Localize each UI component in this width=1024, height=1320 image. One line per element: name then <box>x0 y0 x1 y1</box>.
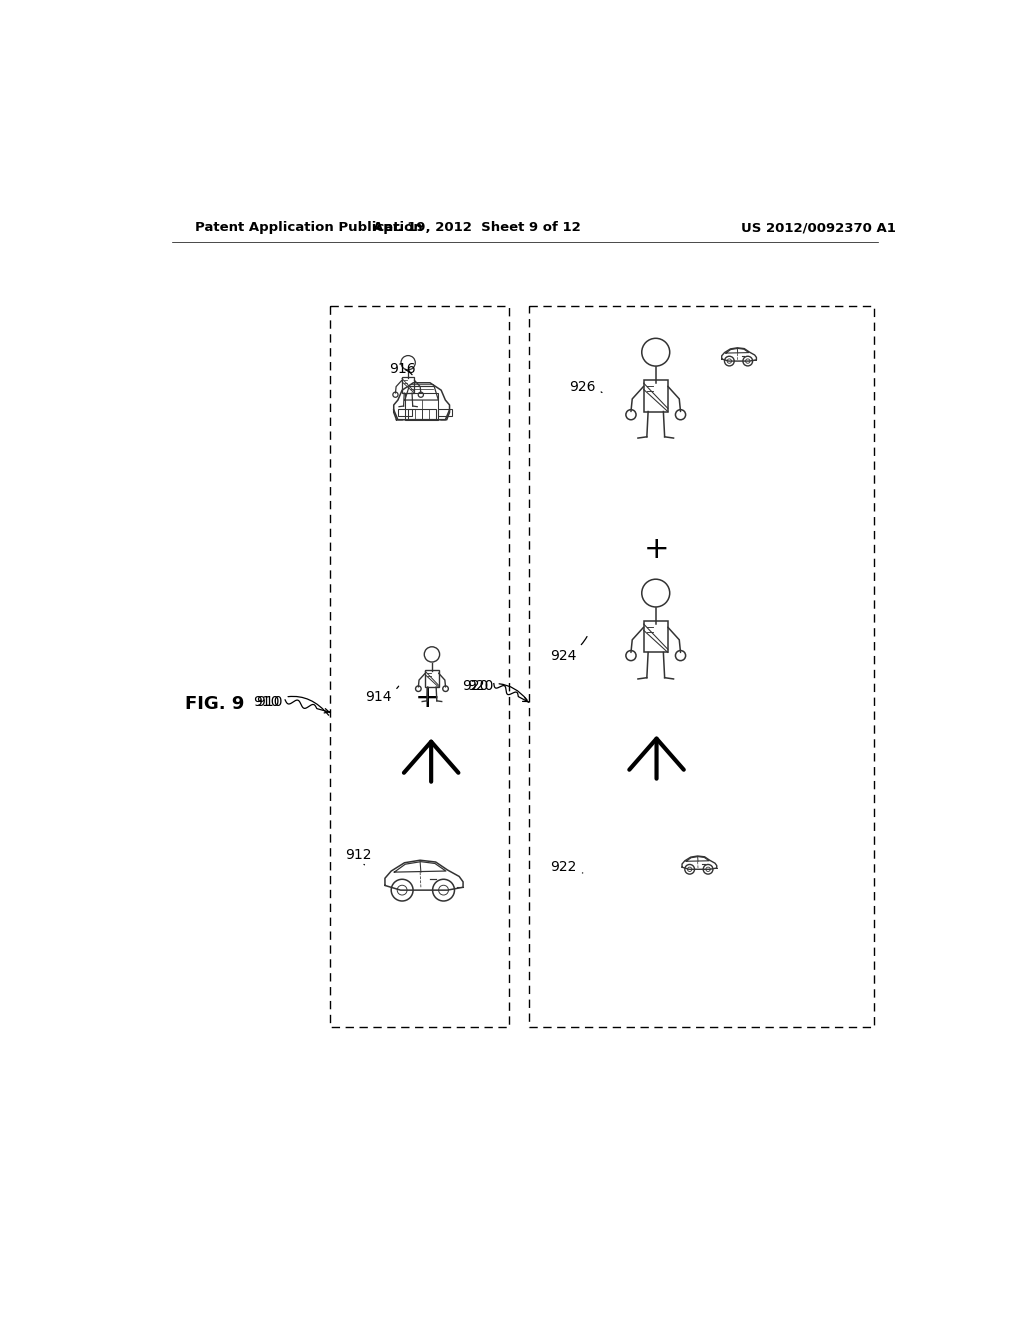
Text: 920: 920 <box>462 678 488 693</box>
Bar <box>644 620 668 652</box>
Text: 914: 914 <box>366 686 398 704</box>
Text: 920: 920 <box>467 678 527 700</box>
Text: 924: 924 <box>551 636 587 664</box>
Text: 910: 910 <box>253 696 280 709</box>
Text: +: + <box>644 535 670 564</box>
Bar <box>438 409 453 416</box>
Text: US 2012/0092370 A1: US 2012/0092370 A1 <box>741 220 896 234</box>
Bar <box>425 669 438 686</box>
Text: 916: 916 <box>389 362 416 376</box>
Bar <box>408 409 435 418</box>
Text: Patent Application Publication: Patent Application Publication <box>196 220 423 234</box>
Text: 910: 910 <box>256 696 329 715</box>
Bar <box>398 409 412 416</box>
Bar <box>331 306 509 1027</box>
Text: 912: 912 <box>345 847 372 865</box>
Text: +: + <box>415 684 440 713</box>
Bar <box>644 380 668 412</box>
Bar <box>402 378 415 393</box>
Text: 922: 922 <box>551 859 583 874</box>
Bar <box>528 306 873 1027</box>
Bar <box>404 392 438 420</box>
Text: Apr. 19, 2012  Sheet 9 of 12: Apr. 19, 2012 Sheet 9 of 12 <box>374 220 581 234</box>
Text: FIG. 9: FIG. 9 <box>185 696 245 713</box>
Text: 926: 926 <box>569 380 602 395</box>
